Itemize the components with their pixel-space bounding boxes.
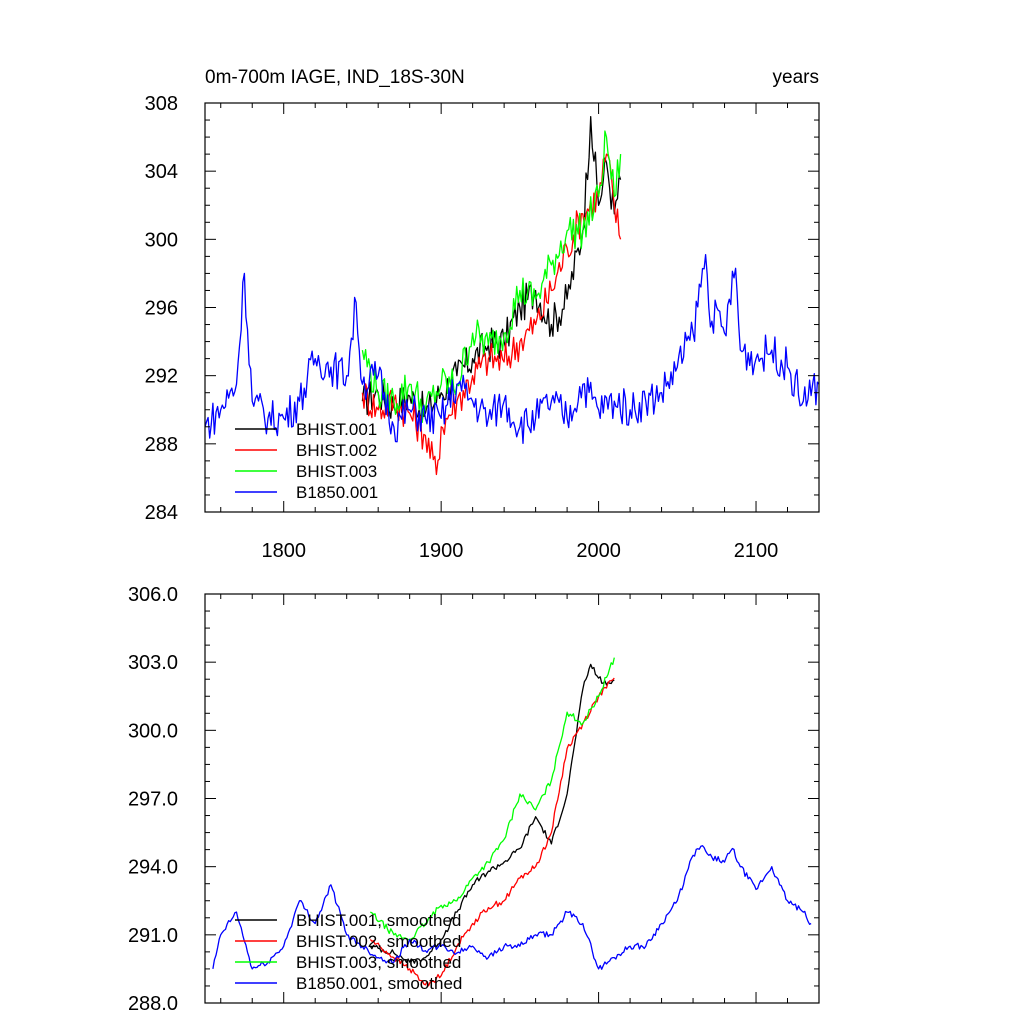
legend-label: BHIST.003: [296, 462, 377, 481]
top-panel-title: 0m-700m IAGE, IND_18S-30N: [205, 67, 465, 88]
x-tick-label: 1900: [419, 540, 464, 562]
y-tick-label: 304: [145, 161, 178, 183]
bottom-legend: BHIST.001, smoothed BHIST.002, smoothed BH…: [235, 911, 462, 993]
series-line-b1850-001: [205, 254, 819, 444]
bottom-axes-layer: 288.0 291.0 294.0 297.0 300.0 303.0 306.0: [128, 584, 820, 1015]
y-tick-label: 300.0: [128, 720, 178, 742]
y-tick-label: 306.0: [128, 584, 178, 606]
top-panel-units: years: [773, 67, 819, 88]
bottom-plot-area: 288.0 291.0 294.0 297.0 300.0 303.0 306.0 BHIS…: [128, 584, 820, 1015]
series-line-b1850-001-smoothed: [212, 845, 812, 970]
series-line-bhist-001: [361, 115, 622, 426]
y-tick-label: 284: [145, 502, 178, 524]
top-legend: BHIST.001 BHIST.002 BHIST.003 B1850.001: [235, 420, 378, 502]
series-line-bhist-003: [361, 130, 622, 423]
y-tick-label: 288: [145, 434, 178, 456]
y-tick-label: 292: [145, 366, 178, 388]
legend-label: B1850.001: [296, 483, 378, 502]
y-tick-label: 288.0: [128, 993, 178, 1015]
top-axes-layer: 284 288 292 296 300 304 308 1800 1900 2000 2100: [145, 93, 820, 562]
bottom-series-layer: [212, 657, 812, 987]
series-line-bhist-001-smoothed: [369, 663, 615, 964]
legend-label: BHIST.003, smoothed: [296, 953, 461, 972]
series-line-bhist-003-smoothed: [370, 657, 615, 941]
y-tick-label: 297.0: [128, 789, 178, 811]
series-line-bhist-002: [361, 153, 622, 476]
x-tick-label: 2100: [734, 540, 779, 562]
y-tick-label: 296: [145, 298, 178, 320]
series-line-bhist-002-smoothed: [369, 677, 615, 987]
y-tick-label: 300: [145, 229, 178, 251]
legend-label: B1850.001, smoothed: [296, 974, 462, 993]
legend-label: BHIST.002: [296, 441, 377, 460]
y-tick-label: 294.0: [128, 857, 178, 879]
y-tick-label: 291.0: [128, 925, 178, 947]
legend-label: BHIST.001: [296, 420, 377, 439]
top-series-layer: [205, 115, 819, 476]
top-panel: 0m-700m IAGE, IND_18S-30N years 284 288 29…: [145, 67, 820, 562]
legend-label: BHIST.002, smoothed: [296, 932, 461, 951]
y-tick-label: 308: [145, 93, 178, 115]
x-tick-label: 1800: [261, 540, 306, 562]
legend-label: BHIST.001, smoothed: [296, 911, 461, 930]
y-tick-label: 303.0: [128, 652, 178, 674]
bottom-panel: 288.0 291.0 294.0 297.0 300.0 303.0 306.0 BHIS…: [128, 584, 820, 1015]
x-tick-label: 2000: [576, 540, 621, 562]
top-plot-area: 284 288 292 296 300 304 308 1800 1900 2000 2100 BH…: [145, 93, 820, 562]
